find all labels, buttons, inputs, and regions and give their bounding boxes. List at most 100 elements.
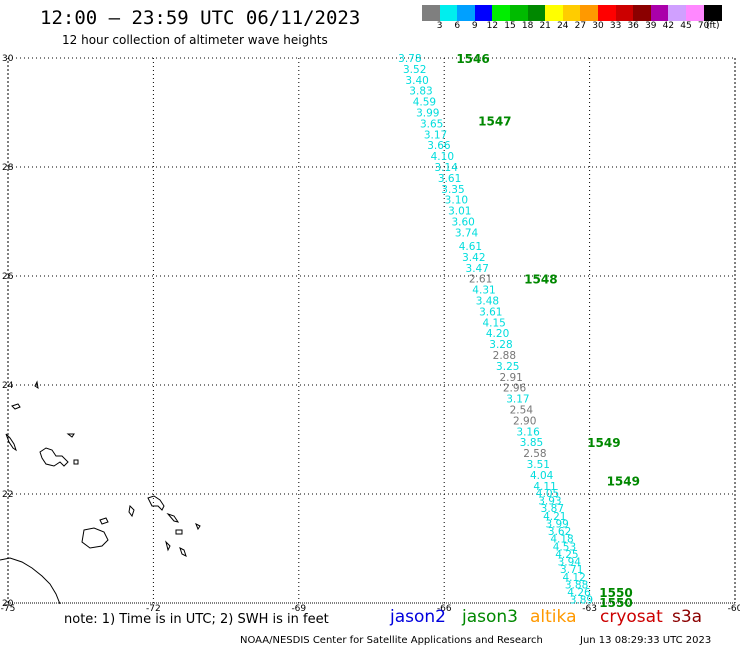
island-outline — [81, 527, 109, 549]
pass-time-label: 1550 — [599, 586, 632, 600]
wave-height-label: 4.11 — [533, 481, 556, 493]
wave-height-label: 3.99 — [545, 518, 568, 530]
footer-note: note: 1) Time is in UTC; 2) SWH is in fe… — [64, 612, 329, 627]
wave-height-labels: 3.783.523.403.834.593.993.653.173.664.10… — [398, 53, 593, 607]
wave-height-label: 4.12 — [562, 572, 585, 584]
generation-timestamp: Jun 13 08:29:33 UTC 2023 — [580, 635, 712, 646]
wave-height-label: 4.25 — [555, 549, 578, 561]
legend-tick-label: 27 — [574, 21, 587, 31]
landmass-outlines — [0, 380, 201, 605]
island-outline — [179, 547, 187, 557]
y-tick-label: 20 — [2, 599, 14, 609]
legend-tick-label: 36 — [627, 21, 639, 31]
wave-height-label: 3.25 — [496, 361, 519, 373]
legend-tick-label: 15 — [504, 21, 516, 31]
legend-swatch — [598, 5, 617, 21]
pass-time-label: 1550 — [599, 596, 632, 610]
legend-tick-label: 42 — [662, 21, 675, 31]
wave-height-label: 3.65 — [420, 118, 443, 130]
wave-height-label: 4.18 — [550, 534, 573, 546]
wave-height-label: 2.61 — [469, 274, 492, 286]
legend-swatch — [686, 5, 705, 21]
island-outline — [66, 433, 75, 438]
legend-swatch — [474, 5, 493, 21]
island-outline — [39, 447, 69, 467]
legend-unit: (ft) — [706, 21, 720, 31]
island-outline — [147, 495, 165, 511]
legend-swatch — [633, 5, 652, 21]
legend-tick-label: 33 — [609, 21, 622, 31]
wave-height-label: 3.74 — [455, 227, 479, 239]
axis-tick-labels: -75 -72 -69 -66 -63 -60 20 22 24 26 28 30 — [1, 54, 740, 614]
wave-height-label: 4.15 — [482, 317, 505, 329]
wave-height-label: 3.87 — [541, 503, 564, 515]
mission-name-jason3: jason3 — [462, 607, 518, 627]
wave-height-label: 2.88 — [493, 350, 516, 362]
legend-tick-label: 12 — [486, 21, 499, 31]
map-title: 12:00 – 23:59 UTC 06/11/2023 — [40, 7, 361, 29]
wave-height-label: 4.61 — [459, 241, 482, 253]
wave-height-label: 3.61 — [479, 306, 502, 318]
island-outline — [195, 522, 201, 531]
island-outline — [5, 433, 17, 452]
y-tick-label: 22 — [2, 490, 13, 500]
legend-tick-label: 9 — [471, 21, 478, 31]
wave-height-label: 3.14 — [435, 162, 459, 174]
wave-height-label: 4.04 — [530, 470, 554, 482]
legend-swatch — [545, 5, 564, 21]
wave-height-label: 4.53 — [553, 541, 576, 553]
wave-height-label: 3.16 — [516, 426, 540, 438]
island-outline — [128, 504, 135, 518]
wave-height-label: 4.31 — [472, 285, 495, 297]
legend-tick-label: 30 — [592, 21, 604, 31]
wave-height-label: 2.96 — [503, 383, 527, 395]
mission-name-cryosat: cryosat — [600, 607, 663, 627]
wave-height-label: 4.10 — [431, 151, 454, 163]
pass-time-label: 1547 — [478, 115, 511, 129]
mission-name-jason2: jason2 — [390, 607, 446, 627]
map-subtitle: 12 hour collection of altimeter wave hei… — [62, 33, 328, 47]
legend-swatch — [668, 5, 687, 21]
wave-height-label: 3.17 — [424, 129, 447, 141]
coastline — [0, 557, 61, 605]
wave-height-label: 4.05 — [536, 488, 559, 500]
wave-height-label: 3.28 — [489, 339, 512, 351]
wave-height-label: 3.62 — [548, 526, 571, 538]
pass-time-label: 1549 — [607, 474, 640, 488]
island-outline — [11, 403, 21, 410]
legend-swatch — [422, 5, 441, 21]
x-tick-label: -75 — [1, 604, 16, 614]
x-tick-label: -69 — [291, 604, 306, 614]
wave-height-label: 2.58 — [523, 448, 546, 460]
legend-swatch — [615, 5, 634, 21]
x-tick-label: -60 — [728, 604, 740, 614]
island-outline — [73, 459, 79, 465]
legend-swatch — [492, 5, 511, 21]
island-outline — [175, 529, 183, 535]
legend-tick-label: 18 — [521, 21, 534, 31]
legend-swatch — [703, 5, 722, 21]
island-outline — [166, 512, 180, 523]
y-tick-label: 24 — [2, 381, 14, 391]
wave-height-label: 3.60 — [451, 217, 474, 229]
wave-height-label: 3.71 — [560, 564, 583, 576]
wave-height-label: 4.26 — [567, 587, 591, 599]
wave-height-label: 3.99 — [416, 108, 439, 120]
wave-height-label: 3.17 — [506, 394, 529, 406]
island-outline — [99, 517, 109, 525]
wave-height-label: 3.52 — [403, 64, 426, 76]
wave-height-label: 4.21 — [543, 511, 566, 523]
wave-height-label: 3.48 — [476, 296, 499, 308]
grid-lines — [7, 57, 736, 604]
wave-height-label: 3.88 — [565, 579, 588, 591]
wave-height-label: 3.42 — [462, 252, 485, 264]
x-tick-label: -66 — [437, 604, 452, 614]
wave-height-label: 3.01 — [448, 206, 471, 218]
wave-height-label: 3.47 — [466, 263, 489, 275]
wave-height-label: 4.20 — [486, 328, 509, 340]
x-tick-label: -72 — [146, 604, 161, 614]
wave-height-label: 3.85 — [520, 437, 543, 449]
